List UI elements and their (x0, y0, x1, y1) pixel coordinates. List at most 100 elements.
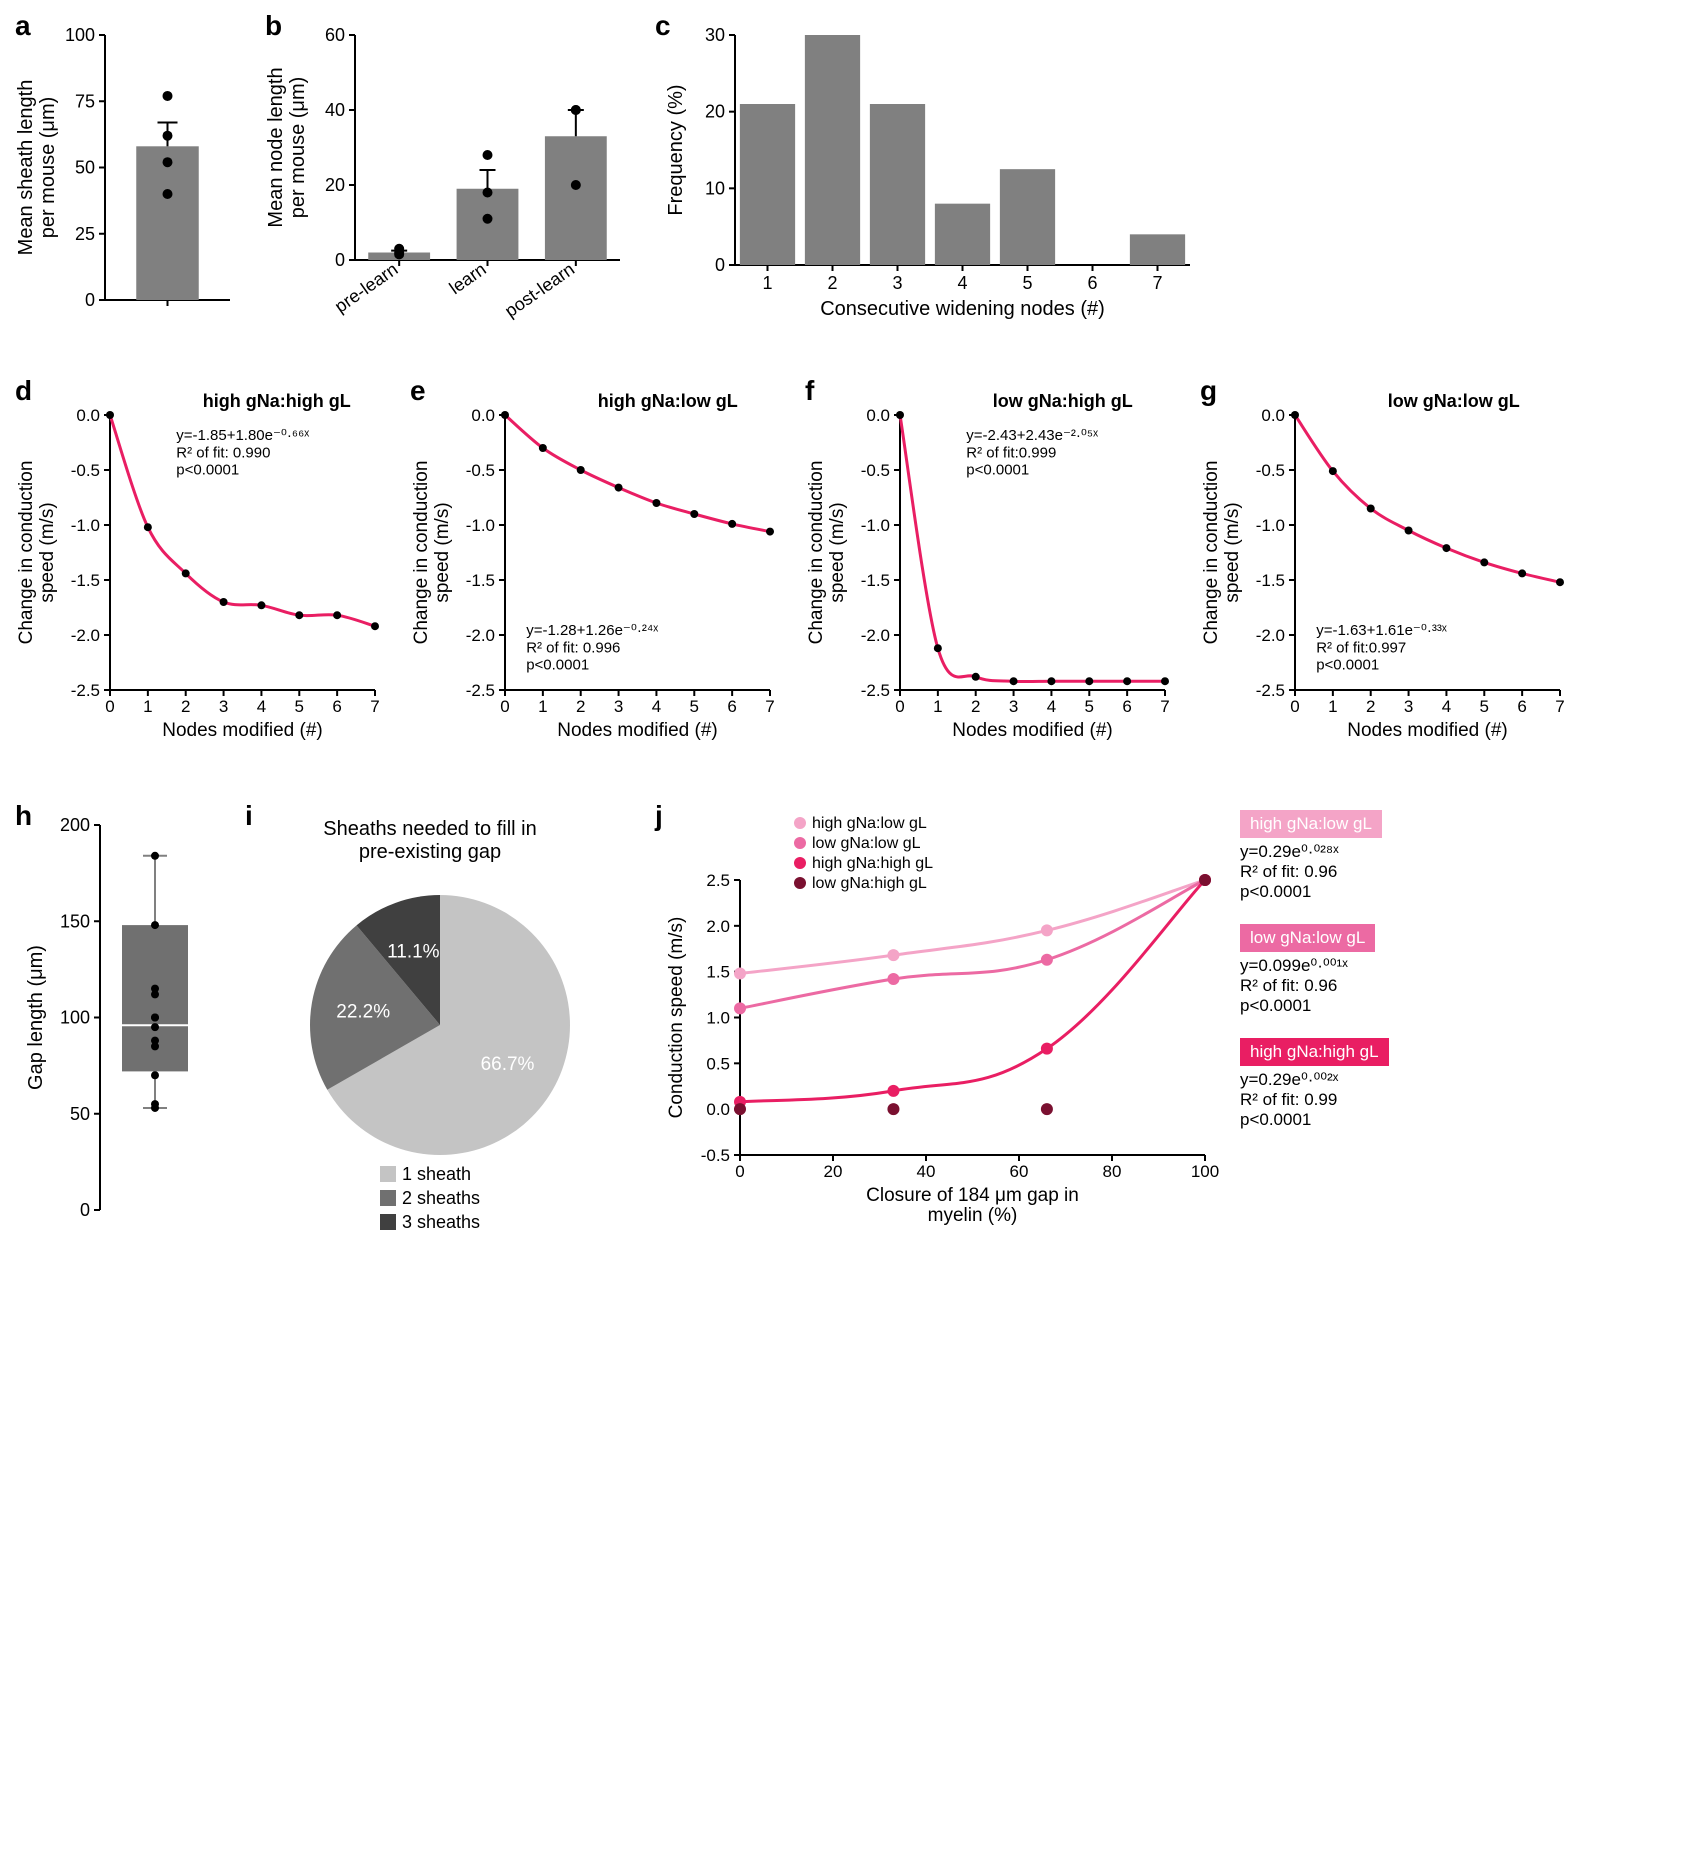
svg-text:low gNa:low gL: low gNa:low gL (1388, 391, 1520, 411)
annotation-line: y=0.29e⁰·⁰²⁸ˣ (1240, 842, 1389, 862)
svg-text:-2.0: -2.0 (71, 626, 100, 645)
svg-text:Consecutive widening nodes (#): Consecutive widening nodes (#) (820, 298, 1105, 320)
svg-text:0: 0 (735, 1162, 744, 1181)
svg-text:150: 150 (60, 911, 90, 931)
svg-text:pre-existing gap: pre-existing gap (359, 841, 501, 863)
svg-text:-0.5: -0.5 (71, 461, 100, 480)
svg-text:60: 60 (325, 25, 345, 45)
svg-text:50: 50 (75, 158, 95, 178)
svg-text:Change in conductionspeed (m/s: Change in conductionspeed (m/s) (806, 461, 848, 645)
svg-text:5: 5 (1022, 273, 1032, 293)
svg-text:100: 100 (60, 1008, 90, 1028)
svg-text:5: 5 (1085, 697, 1094, 716)
svg-text:0.0: 0.0 (76, 406, 100, 425)
svg-text:y=-2.43+2.43e⁻²·⁰⁵ˣ: y=-2.43+2.43e⁻²·⁰⁵ˣ (966, 427, 1098, 444)
svg-text:6: 6 (1087, 273, 1097, 293)
svg-text:0.0: 0.0 (1261, 406, 1285, 425)
svg-text:3: 3 (1404, 697, 1413, 716)
svg-text:-1.0: -1.0 (466, 516, 495, 535)
svg-text:2: 2 (971, 697, 980, 716)
svg-text:Sheaths needed to fill in: Sheaths needed to fill in (323, 818, 537, 840)
series-annotation: high gNa:low gLy=0.29e⁰·⁰²⁸ˣR² of fit: 0… (1240, 810, 1389, 902)
svg-text:6: 6 (332, 697, 341, 716)
svg-text:Conduction speed (m/s): Conduction speed (m/s) (666, 917, 687, 1119)
svg-text:Change in conductionspeed (m/s: Change in conductionspeed (m/s) (411, 461, 453, 645)
row-2: d -2.5-2.0-1.5-1.0-0.50.001234567high gN… (20, 385, 1675, 760)
svg-text:7: 7 (765, 697, 774, 716)
annotation-line: p<0.0001 (1240, 882, 1389, 902)
svg-text:0.0: 0.0 (706, 1100, 730, 1119)
annotation-badge: high gNa:high gL (1240, 1038, 1389, 1066)
svg-text:4: 4 (1442, 697, 1451, 716)
panel-j-annotations: high gNa:low gL y=0.29e⁰·⁰²⁸ˣ R² of fit: 0… (1240, 810, 1389, 1235)
svg-text:myelin (%): myelin (%) (928, 1205, 1018, 1226)
svg-text:0: 0 (1290, 697, 1299, 716)
svg-text:5: 5 (295, 697, 304, 716)
svg-text:3 sheaths: 3 sheaths (402, 1212, 480, 1232)
svg-text:7: 7 (1152, 273, 1162, 293)
svg-text:5: 5 (1480, 697, 1489, 716)
annotation-badge: high gNa:low gL (1240, 810, 1382, 838)
svg-text:-1.5: -1.5 (1256, 571, 1285, 590)
svg-text:-2.0: -2.0 (1256, 626, 1285, 645)
panel-j: j -0.50.00.51.01.52.02.5020406080100high… (660, 810, 1389, 1235)
svg-text:20: 20 (705, 102, 725, 122)
svg-text:100: 100 (65, 25, 95, 45)
annotation-line: R² of fit: 0.96 (1240, 976, 1389, 996)
svg-text:2.5: 2.5 (706, 871, 730, 890)
svg-text:0: 0 (500, 697, 509, 716)
series-annotation: high gNa:high gLy=0.29e⁰·⁰⁰²ˣR² of fit: … (1240, 1038, 1389, 1130)
svg-text:-1.5: -1.5 (861, 571, 890, 590)
svg-text:-0.5: -0.5 (701, 1146, 730, 1165)
svg-text:Mean node lengthper mouse (μm): Mean node lengthper mouse (μm) (265, 67, 309, 227)
figure: a 0255075100Mean sheath lengthper mouse … (20, 20, 1675, 1235)
svg-text:5: 5 (690, 697, 699, 716)
svg-text:2: 2 (1366, 697, 1375, 716)
svg-text:Mean sheath lengthper mouse (μ: Mean sheath lengthper mouse (μm) (15, 80, 59, 256)
svg-text:Nodes modified (#): Nodes modified (#) (952, 720, 1113, 741)
panel-label-h: h (15, 800, 32, 832)
svg-text:p<0.0001: p<0.0001 (1316, 657, 1379, 674)
panel-label-b: b (265, 10, 282, 42)
panel-d: d -2.5-2.0-1.5-1.0-0.50.001234567high gN… (20, 385, 385, 760)
panel-label-i: i (245, 800, 253, 832)
svg-text:7: 7 (1555, 697, 1564, 716)
svg-text:high gNa:high gL: high gNa:high gL (203, 391, 351, 411)
panel-label-e: e (410, 375, 426, 407)
svg-text:3: 3 (1009, 697, 1018, 716)
svg-text:11.1%: 11.1% (387, 942, 440, 963)
svg-text:3: 3 (219, 697, 228, 716)
svg-text:-0.5: -0.5 (1256, 461, 1285, 480)
panel-label-a: a (15, 10, 31, 42)
panel-j-chart: -0.50.00.51.01.52.02.5020406080100high g… (660, 810, 1220, 1235)
svg-text:60: 60 (1010, 1162, 1029, 1181)
svg-text:0: 0 (895, 697, 904, 716)
svg-text:p<0.0001: p<0.0001 (966, 462, 1029, 479)
svg-text:learn: learn (446, 259, 490, 298)
panel-label-f: f (805, 375, 814, 407)
svg-text:y=-1.28+1.26e⁻⁰·²⁴ˣ: y=-1.28+1.26e⁻⁰·²⁴ˣ (526, 622, 658, 639)
svg-text:66.7%: 66.7% (481, 1054, 535, 1075)
svg-text:200: 200 (60, 815, 90, 835)
svg-text:1 sheath: 1 sheath (402, 1164, 471, 1184)
svg-text:post-learn: post-learn (501, 259, 578, 321)
svg-text:4: 4 (257, 697, 266, 716)
svg-text:22.2%: 22.2% (336, 1001, 390, 1022)
svg-text:4: 4 (1047, 697, 1056, 716)
panel-f: f -2.5-2.0-1.5-1.0-0.50.001234567low gNa… (810, 385, 1175, 760)
svg-text:7: 7 (370, 697, 379, 716)
svg-text:Nodes modified (#): Nodes modified (#) (1347, 720, 1508, 741)
svg-text:-1.5: -1.5 (466, 571, 495, 590)
svg-text:40: 40 (325, 100, 345, 120)
panel-c: c 01020301234567Consecutive widening nod… (660, 20, 1200, 335)
svg-text:high gNa:low gL: high gNa:low gL (812, 815, 927, 832)
svg-text:Gap length (μm): Gap length (μm) (25, 945, 47, 1090)
svg-text:20: 20 (325, 175, 345, 195)
svg-text:Change in conductionspeed (m/s: Change in conductionspeed (m/s) (16, 461, 58, 645)
svg-text:1: 1 (143, 697, 152, 716)
panel-a: a 0255075100Mean sheath lengthper mouse … (20, 20, 240, 335)
svg-text:1: 1 (1328, 697, 1337, 716)
row-3: h 050100150200Gap length (μm) i Sheaths … (20, 810, 1675, 1235)
svg-text:Frequency (%): Frequency (%) (665, 84, 687, 215)
svg-text:Change in conductionspeed (m/s: Change in conductionspeed (m/s) (1201, 461, 1243, 645)
